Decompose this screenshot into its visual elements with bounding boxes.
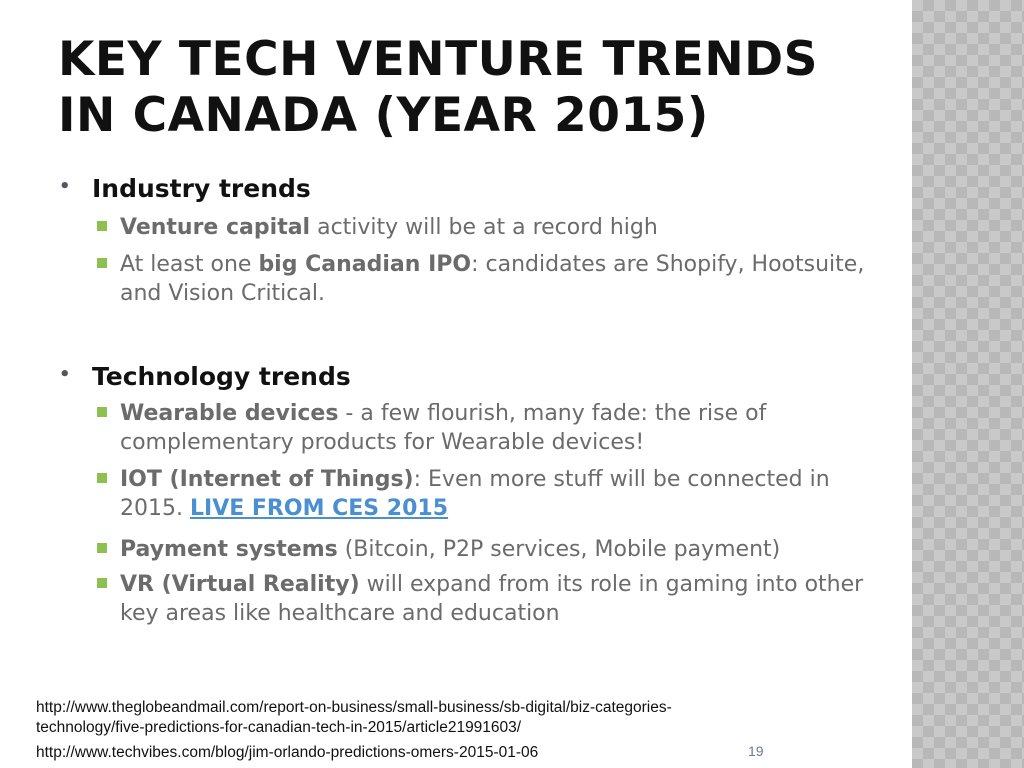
- item-text: activity will be at a record high: [310, 215, 658, 240]
- item-bold-text: VR (Virtual Reality): [120, 572, 360, 597]
- list-item: VR (Virtual Reality) will expand from it…: [97, 570, 880, 628]
- item-bold-text: Wearable devices: [120, 401, 339, 426]
- source-url-techvibes[interactable]: http://www.techvibes.com/blog/jim-orland…: [36, 744, 539, 761]
- item-bold-text: IOT (Internet of Things): [120, 467, 414, 492]
- list-item: Payment systems (Bitcoin, P2P services, …: [97, 535, 880, 564]
- item-bold-text: Payment systems: [120, 537, 338, 562]
- page-number: 19: [748, 743, 764, 759]
- list-item: IOT (Internet of Things): Even more stuf…: [97, 465, 880, 523]
- item-bold-text: big Canadian IPO: [258, 252, 472, 277]
- bullet-square-icon: [97, 258, 107, 268]
- slide-title: KEY TECH VENTURE TRENDS IN CANADA (YEAR …: [58, 32, 819, 143]
- bullet-square-icon: [97, 578, 107, 588]
- list-item: At least one big Canadian IPO: candidate…: [97, 250, 880, 308]
- decorative-side-pattern: [912, 0, 1024, 768]
- bullet-square-icon: [97, 473, 107, 483]
- list-item: Wearable devices - a few flourish, many …: [97, 399, 880, 457]
- slide: KEY TECH VENTURE TRENDS IN CANADA (YEAR …: [36, 32, 880, 761]
- bullet-square-icon: [97, 221, 107, 231]
- source-url-globeandmail[interactable]: http://www.theglobeandmail.com/report-on…: [36, 699, 672, 736]
- bullet-square-icon: [97, 543, 107, 553]
- item-text: : candidates are Shopify, Hootsuite, and…: [120, 252, 865, 306]
- section-heading-label: Technology trends: [92, 362, 351, 391]
- bullet-square-icon: [97, 407, 107, 417]
- item-text: : Even more stuff will be connected in 2…: [120, 467, 830, 521]
- item-text: (Bitcoin, P2P services, Mobile payment): [337, 537, 781, 562]
- bullet-dot-icon: •: [59, 364, 71, 385]
- item-text-pre: At least one: [120, 252, 259, 277]
- section-heading-industry: • Industry trends: [59, 174, 872, 204]
- list-item: Venture capital activity will be at a re…: [97, 213, 880, 242]
- section-heading-technology: • Technology trends: [59, 362, 872, 392]
- bullet-dot-icon: •: [59, 176, 71, 197]
- item-text: will expand from its role in gaming into…: [120, 572, 864, 626]
- ces-2015-link[interactable]: LIVE FROM CES 2015: [189, 496, 449, 521]
- item-bold-text: Venture capital: [120, 215, 311, 240]
- section-heading-label: Industry trends: [92, 174, 311, 203]
- item-text: - a few flourish, many fade: the rise of…: [120, 401, 767, 455]
